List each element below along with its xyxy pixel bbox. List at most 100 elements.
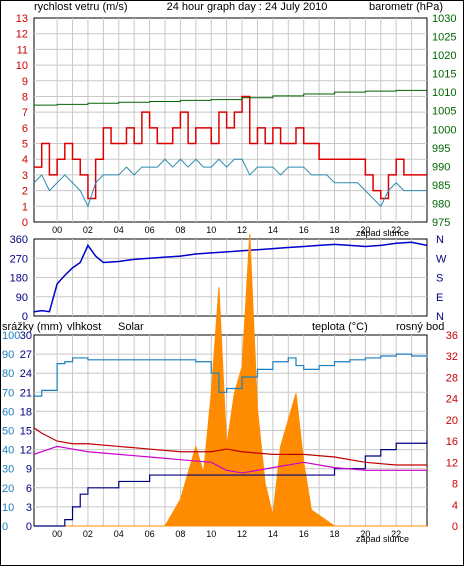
p1-x-tick-label: 22 — [391, 225, 401, 235]
wind-direction-tick-label: 180 — [10, 273, 28, 285]
p3-x-tick-label: 14 — [268, 529, 278, 539]
wind-speed-tick-label: 5 — [22, 139, 28, 151]
barometer-axis-title: barometr (hPa) — [369, 1, 443, 13]
rain-line — [34, 440, 428, 527]
humidity-tick-label: 0 — [2, 521, 8, 533]
p3-x-tick-label: 02 — [83, 529, 93, 539]
solar-area — [34, 234, 427, 527]
p1-x-tick-label: 16 — [299, 225, 309, 235]
rain-tick-label: 21 — [20, 387, 32, 399]
temperature-legend: teplota (°C) — [312, 321, 368, 333]
rain-tick-label: 3 — [26, 502, 32, 514]
barometer-tick-label: 990 — [432, 161, 450, 173]
p1-x-tick-label: 10 — [206, 225, 216, 235]
temperature-tick-label: 4 — [452, 500, 458, 512]
barometer-tick-label: 1015 — [432, 69, 456, 81]
p3-x-tick-label: 22 — [391, 529, 401, 539]
p1-x-tick-label: 06 — [145, 225, 155, 235]
p1-x-tick-label: 08 — [175, 225, 185, 235]
humidity-tick-label: 90 — [2, 349, 14, 361]
humidity-legend: vlhkost — [67, 321, 101, 333]
humidity-tick-label: 30 — [2, 464, 14, 476]
graph-title: 24 hour graph day : 24 July 2010 — [167, 1, 328, 13]
temperature-line — [33, 427, 427, 466]
wind-speed-axis-title: rychlost vetru (m/s) — [34, 1, 128, 13]
dew-point-line — [33, 445, 427, 474]
p3-x-tick-label: 12 — [237, 529, 247, 539]
sunset-label-2: západ slunce — [356, 534, 409, 544]
temperature-tick-label: 12 — [446, 457, 458, 469]
rain-tick-label: 30 — [20, 330, 32, 342]
wind-speed-tick-label: 0 — [22, 217, 28, 229]
p1-x-tick-label: 18 — [330, 225, 340, 235]
panel-wind-barometer: 00 02 04 06 08 10 12 14 16 18 20 220123456789101112… — [16, 13, 457, 235]
barometer-tick-label: 980 — [432, 198, 450, 210]
wind-speed-tick-label: 3 — [22, 170, 28, 182]
rain-tick-label: 12 — [20, 445, 32, 457]
rain-tick-label: 15 — [20, 426, 32, 438]
compass-tick-label: W — [436, 253, 447, 265]
temperature-tick-label: 8 — [452, 479, 458, 491]
barometer-tick-label: 1020 — [432, 50, 456, 62]
barometer-tick-label: 1000 — [432, 124, 456, 136]
humidity-tick-label: 100 — [2, 330, 20, 342]
p1-plot-area — [33, 17, 428, 223]
compass-tick-label: S — [436, 273, 443, 285]
wind-speed-tick-label: 6 — [22, 123, 28, 135]
p3-x-tick-label: 16 — [299, 529, 309, 539]
temperature-tick-label: 0 — [452, 521, 458, 533]
p3-x-tick-label: 06 — [145, 529, 155, 539]
wind-speed-tick-label: 12 — [16, 29, 28, 41]
wind-speed-tick-label: 10 — [16, 60, 28, 72]
humidity-line — [34, 353, 428, 397]
solar-legend: Solar — [118, 321, 144, 333]
wind-speed-tick-label: 2 — [22, 186, 28, 198]
temperature-tick-label: 36 — [446, 330, 458, 342]
wind-speed-tick-label: 7 — [22, 107, 28, 119]
wind-speed-tick-label: 13 — [16, 13, 28, 25]
wind-speed-line — [34, 95, 427, 200]
wind-direction-line — [33, 241, 428, 313]
barometer-line — [34, 89, 427, 106]
dew-point-legend: rosný bod — [396, 321, 444, 333]
compass-tick-label: N — [436, 311, 444, 323]
p3-x-tick-label: 18 — [330, 529, 340, 539]
humidity-tick-label: 50 — [2, 426, 14, 438]
panel-rain-humidity-temperature: 00 02 04 06 08 10 12 14 16 18 20 220102030405060708… — [2, 234, 458, 539]
humidity-tick-label: 60 — [2, 406, 14, 418]
wind-speed-tick-label: 1 — [22, 201, 28, 213]
p1-x-tick-label: 04 — [114, 225, 124, 235]
rain-tick-label: 0 — [26, 521, 32, 533]
wind-direction-tick-label: 0 — [22, 311, 28, 323]
barometer-tick-label: 1030 — [432, 13, 456, 25]
p3-x-tick-label: 00 — [52, 529, 62, 539]
sunset-label-1: západ slunce — [356, 228, 409, 238]
p1-x-tick-label: 12 — [237, 225, 247, 235]
temperature-tick-label: 16 — [446, 436, 458, 448]
humidity-tick-label: 80 — [2, 368, 14, 380]
rain-tick-label: 6 — [26, 483, 32, 495]
temperature-tick-label: 28 — [446, 372, 458, 384]
p3-x-tick-label: 20 — [360, 529, 370, 539]
wind-speed-tick-label: 9 — [22, 76, 28, 88]
compass-tick-label: N — [436, 234, 444, 246]
rain-tick-label: 27 — [20, 349, 32, 361]
wind-speed-tick-label: 8 — [22, 91, 28, 103]
wind-speed-tick-label: 11 — [17, 44, 28, 56]
barometer-tick-label: 1005 — [432, 106, 456, 118]
rain-tick-label: 18 — [20, 406, 32, 418]
p1-x-tick-label: 02 — [83, 225, 93, 235]
barometer-tick-label: 1025 — [432, 32, 456, 44]
humidity-tick-label: 70 — [2, 387, 14, 399]
p1-x-tick-label: 00 — [52, 225, 62, 235]
wind-average-line — [33, 158, 427, 208]
barometer-tick-label: 985 — [432, 180, 450, 192]
humidity-tick-label: 20 — [2, 483, 14, 495]
p3-x-tick-label: 10 — [206, 529, 216, 539]
wind-direction-tick-label: 90 — [16, 292, 28, 304]
wind-speed-tick-label: 4 — [22, 154, 28, 166]
wind-direction-tick-label: 360 — [10, 234, 28, 246]
p3-x-tick-label: 04 — [114, 529, 124, 539]
